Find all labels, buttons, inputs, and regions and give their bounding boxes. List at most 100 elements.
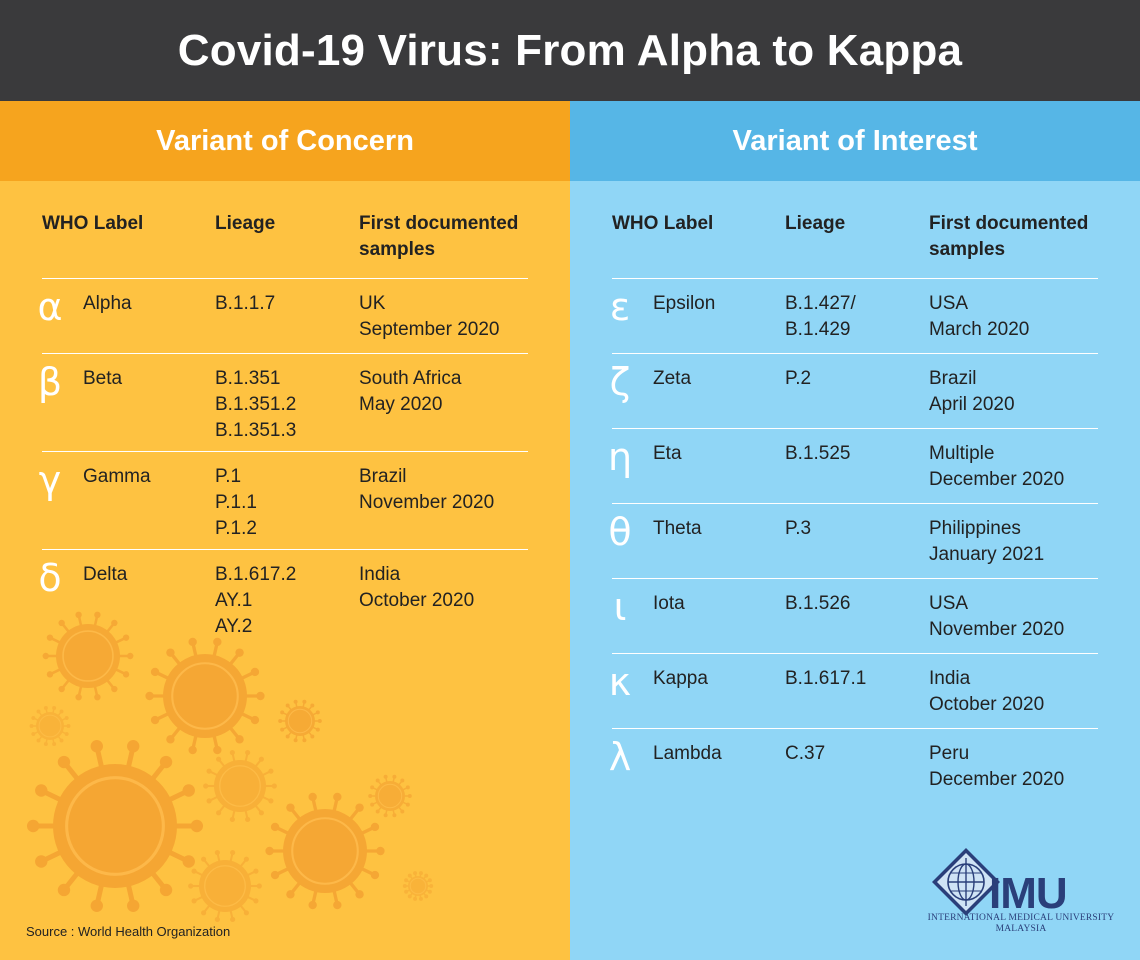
logo-line2: MALAYSIA xyxy=(995,924,1047,934)
variant-of-concern-panel: Variant of Concern WHO Label Lieage Firs… xyxy=(0,101,570,960)
virus-shape xyxy=(265,792,385,910)
col-first-documented: First documented samples xyxy=(359,211,534,263)
first-date: November 2020 xyxy=(359,492,495,513)
table-row: ζ Zeta P.2 Brazil April 2020 xyxy=(610,354,1098,429)
first-date: October 2020 xyxy=(929,694,1045,715)
greek-symbol: ι xyxy=(613,585,627,629)
greek-symbol: λ xyxy=(608,735,632,779)
first-documented-cell: UK September 2020 xyxy=(359,291,500,343)
col-who-label: WHO Label xyxy=(612,213,714,234)
greek-symbol: α xyxy=(37,285,63,329)
table-row: κ Kappa B.1.617.1 India October 2020 xyxy=(609,654,1098,729)
greek-symbol: η xyxy=(607,435,633,479)
col-lineage: Lieage xyxy=(785,213,846,234)
table-row: η Eta B.1.525 Multiple December 2020 xyxy=(608,429,1098,504)
first-documented-cell: USA November 2020 xyxy=(929,591,1064,643)
col-first-line2: samples xyxy=(929,239,1006,260)
col-first-line1: First documented xyxy=(359,213,519,234)
lineage-value: B.1.427/ xyxy=(785,293,856,314)
virus-shape xyxy=(278,699,322,743)
variant-name: Kappa xyxy=(653,668,708,689)
first-location: Brazil xyxy=(929,368,977,389)
first-date: April 2020 xyxy=(929,394,1015,415)
first-documented-cell: Philippines January 2021 xyxy=(929,516,1044,568)
interest-header: Variant of Interest xyxy=(570,101,1140,181)
first-documented-cell: India October 2020 xyxy=(929,666,1044,718)
lineage-value: C.37 xyxy=(785,743,826,764)
lineage-cell: C.37 xyxy=(785,741,825,767)
first-documented-cell: Multiple December 2020 xyxy=(929,441,1064,493)
lineage-value: B.1.351 xyxy=(215,368,281,389)
greek-symbol: γ xyxy=(38,458,62,502)
lineage-value: B.1.525 xyxy=(785,443,851,464)
table-row: θ Theta P.3 Philippines January 2021 xyxy=(608,504,1098,579)
lineage-cell: P.1 P.1.1 P.1.2 xyxy=(215,464,257,542)
page-title: Covid-19 Virus: From Alpha to Kappa xyxy=(177,25,963,75)
lineage-value: B.1.617.2 xyxy=(215,564,297,585)
first-location: Multiple xyxy=(929,443,995,464)
virus-shape xyxy=(29,705,71,747)
first-date: December 2020 xyxy=(929,469,1065,490)
first-date: September 2020 xyxy=(359,319,500,340)
col-first-line2: samples xyxy=(359,239,436,260)
interest-table: WHO Label Lieage First documented sample… xyxy=(608,211,1098,804)
lineage-cell: B.1.617.1 xyxy=(785,666,866,692)
table-row: δ Delta B.1.617.2 AY.1 AY.2 India October 2020 xyxy=(38,550,528,648)
concern-table: WHO Label Lieage First documented sample… xyxy=(37,211,528,648)
lineage-cell: B.1.427/B.1.429 xyxy=(785,291,856,343)
first-location: Peru xyxy=(929,743,970,764)
lineage-value: B.1.617.1 xyxy=(785,668,867,689)
concern-header: Variant of Concern xyxy=(0,101,570,181)
variant-name: Iota xyxy=(653,593,685,614)
first-location: USA xyxy=(929,293,969,314)
virus-shape xyxy=(402,871,434,901)
source-note: Source : World Health Organization xyxy=(26,924,231,939)
lineage-value: P.1.2 xyxy=(215,518,257,539)
virus-shape xyxy=(188,849,262,923)
lineage-value: AY.1 xyxy=(215,590,253,611)
col-first-documented: First documented samples xyxy=(929,211,1104,263)
table-row: ι Iota B.1.526 USA November 2020 xyxy=(612,579,1098,654)
lineage-cell: B.1.525 xyxy=(785,441,851,467)
greek-symbol: δ xyxy=(38,556,62,600)
virus-illustration xyxy=(26,611,434,923)
interest-rows: ε Epsilon B.1.427/B.1.429 USA March 2020 ζ Zet… xyxy=(608,279,1098,804)
imu-logo: IMU xyxy=(926,844,1116,939)
interest-heading: Variant of Interest xyxy=(732,124,978,157)
first-date: October 2020 xyxy=(359,590,475,611)
logo-line1: INTERNATIONAL MEDICAL UNIVERSITY xyxy=(927,913,1115,923)
greek-symbol: κ xyxy=(608,660,632,704)
title-bar: Covid-19 Virus: From Alpha to Kappa xyxy=(0,0,1140,101)
lineage-value: P.1.1 xyxy=(215,492,257,513)
globe-icon xyxy=(932,848,1000,916)
lineage-value: P.1 xyxy=(215,466,242,487)
variant-name: Theta xyxy=(653,518,702,539)
first-location: India xyxy=(359,564,401,585)
virus-shape xyxy=(368,774,412,818)
first-documented-cell: Brazil April 2020 xyxy=(929,366,1015,418)
lineage-value: B.1.429 xyxy=(785,319,851,340)
first-location: Brazil xyxy=(359,466,407,487)
first-documented-cell: India October 2020 xyxy=(359,562,474,614)
variant-name: Lambda xyxy=(653,743,722,764)
variant-name: Delta xyxy=(83,564,128,585)
lineage-value: B.1.351.3 xyxy=(215,420,297,441)
variant-name: Alpha xyxy=(83,293,132,314)
lineage-value: P.3 xyxy=(785,518,812,539)
greek-symbol: β xyxy=(37,360,63,404)
concern-table-header: WHO Label Lieage First documented sample… xyxy=(42,211,528,279)
col-lineage: Lieage xyxy=(215,213,276,234)
col-first-line1: First documented xyxy=(929,213,1089,234)
lineage-cell: P.3 xyxy=(785,516,811,542)
logo-text: INTERNATIONAL MEDICAL UNIVERSITY MALAYSI… xyxy=(926,913,1116,935)
variant-of-interest-panel: Variant of Interest WHO Label Lieage Fir… xyxy=(570,101,1140,960)
table-row: γ Gamma P.1 P.1.1 P.1.2 Brazil November 2020 xyxy=(39,452,528,550)
lineage-value: P.2 xyxy=(785,368,812,389)
greek-symbol: ζ xyxy=(609,360,631,404)
variant-name: Epsilon xyxy=(653,293,716,314)
lineage-cell: B.1.1.7 xyxy=(215,291,275,317)
first-date: December 2020 xyxy=(929,769,1065,790)
greek-symbol: θ xyxy=(608,510,632,554)
variant-name: Eta xyxy=(653,443,682,464)
col-who-label: WHO Label xyxy=(42,213,144,234)
